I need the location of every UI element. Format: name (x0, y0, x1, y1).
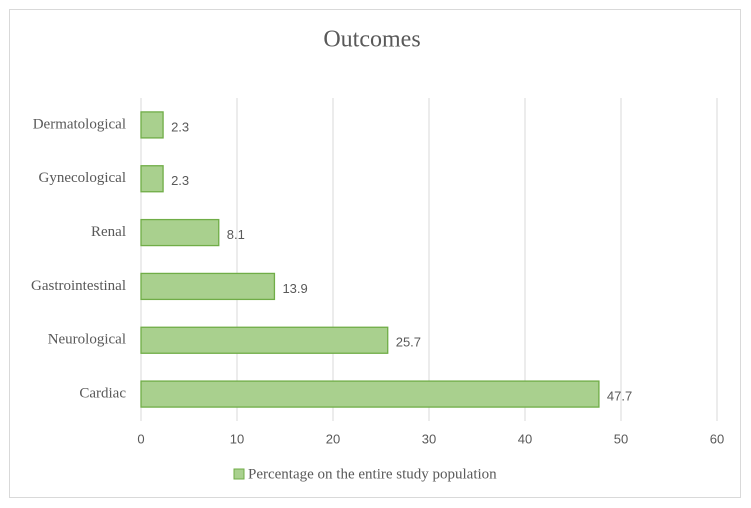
value-label: 2.3 (171, 119, 189, 134)
y-tick-label: Gynecological (39, 170, 126, 186)
x-tick-label: 10 (230, 431, 244, 446)
value-label: 13.9 (282, 281, 307, 296)
x-tick-label: 30 (422, 431, 436, 446)
chart-border (9, 9, 741, 498)
legend-swatch (233, 468, 245, 480)
x-tick-label: 0 (137, 431, 144, 446)
bar (140, 111, 164, 139)
value-label: 47.7 (607, 389, 632, 404)
chart-title: Outcomes (323, 27, 420, 53)
value-label: 2.3 (171, 173, 189, 188)
x-tick-label: 40 (518, 431, 532, 446)
bar (140, 272, 276, 301)
value-label: 25.7 (396, 335, 421, 350)
y-tick-label: Renal (91, 224, 126, 240)
y-tick-label: Neurological (48, 332, 126, 348)
y-tick-label: Gastrointestinal (31, 278, 126, 294)
bar (140, 218, 220, 247)
y-tick-label: Cardiac (79, 386, 126, 402)
x-tick-label: 60 (710, 431, 724, 446)
bar (140, 165, 164, 193)
x-tick-label: 50 (614, 431, 628, 446)
bar (140, 326, 389, 354)
bar (140, 380, 600, 408)
value-label: 8.1 (227, 227, 245, 242)
y-tick-label: Dermatological (33, 116, 126, 132)
legend-label: Percentage on the entire study populatio… (248, 466, 497, 482)
x-tick-label: 20 (326, 431, 340, 446)
